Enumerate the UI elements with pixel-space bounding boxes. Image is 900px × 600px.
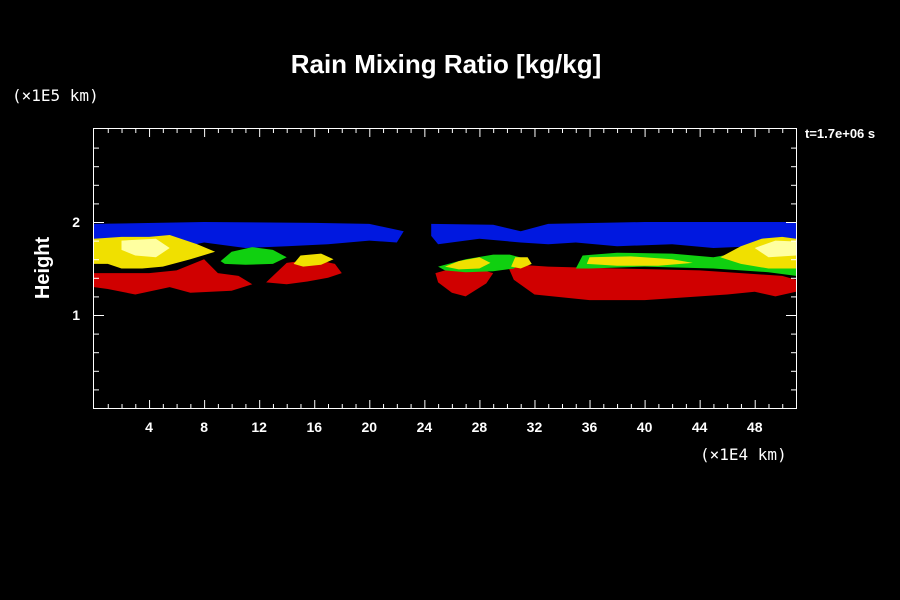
x-tick-label: 24 [417,419,433,435]
x-tick-label: 28 [472,419,488,435]
region-light-yellow-right [754,240,796,258]
x-axis-unit: (×1E4 km) [700,445,787,464]
y-axis-label: Height [32,237,54,300]
chart-title: Rain Mixing Ratio [kg/kg] [291,49,602,79]
region-yellow-right [586,256,693,266]
plot-frame [93,128,797,409]
region-yellow-center-2 [511,257,532,269]
x-tick-label: 32 [527,419,543,435]
y-axis-unit: (×1E5 km) [12,86,99,105]
region-red-left [94,259,253,295]
y-tick-label: 1 [72,307,80,323]
x-tick-label: 40 [637,419,653,435]
region-light-yellow-left [121,238,170,258]
x-tick-label: 16 [306,419,322,435]
region-red-left-blob [266,259,342,285]
x-tick-label: 36 [582,419,598,435]
x-tick-label: 48 [747,419,763,435]
region-yellow-center [445,257,491,270]
x-tick-label: 8 [200,419,208,435]
region-blue-band-right [431,222,796,255]
time-label: t=1.7e+06 s [805,126,875,141]
x-tick-label: 44 [692,419,708,435]
region-red-right [506,263,796,301]
axis-ticks [94,129,796,408]
rain-regions [94,222,796,301]
x-tick-label: 12 [251,419,267,435]
x-tick-label: 4 [145,419,153,435]
x-tick-label: 20 [362,419,378,435]
region-yellow-blob-left [293,253,334,267]
y-tick-label: 2 [72,214,80,230]
region-green-left [220,247,287,265]
region-red-center-left [435,268,494,297]
